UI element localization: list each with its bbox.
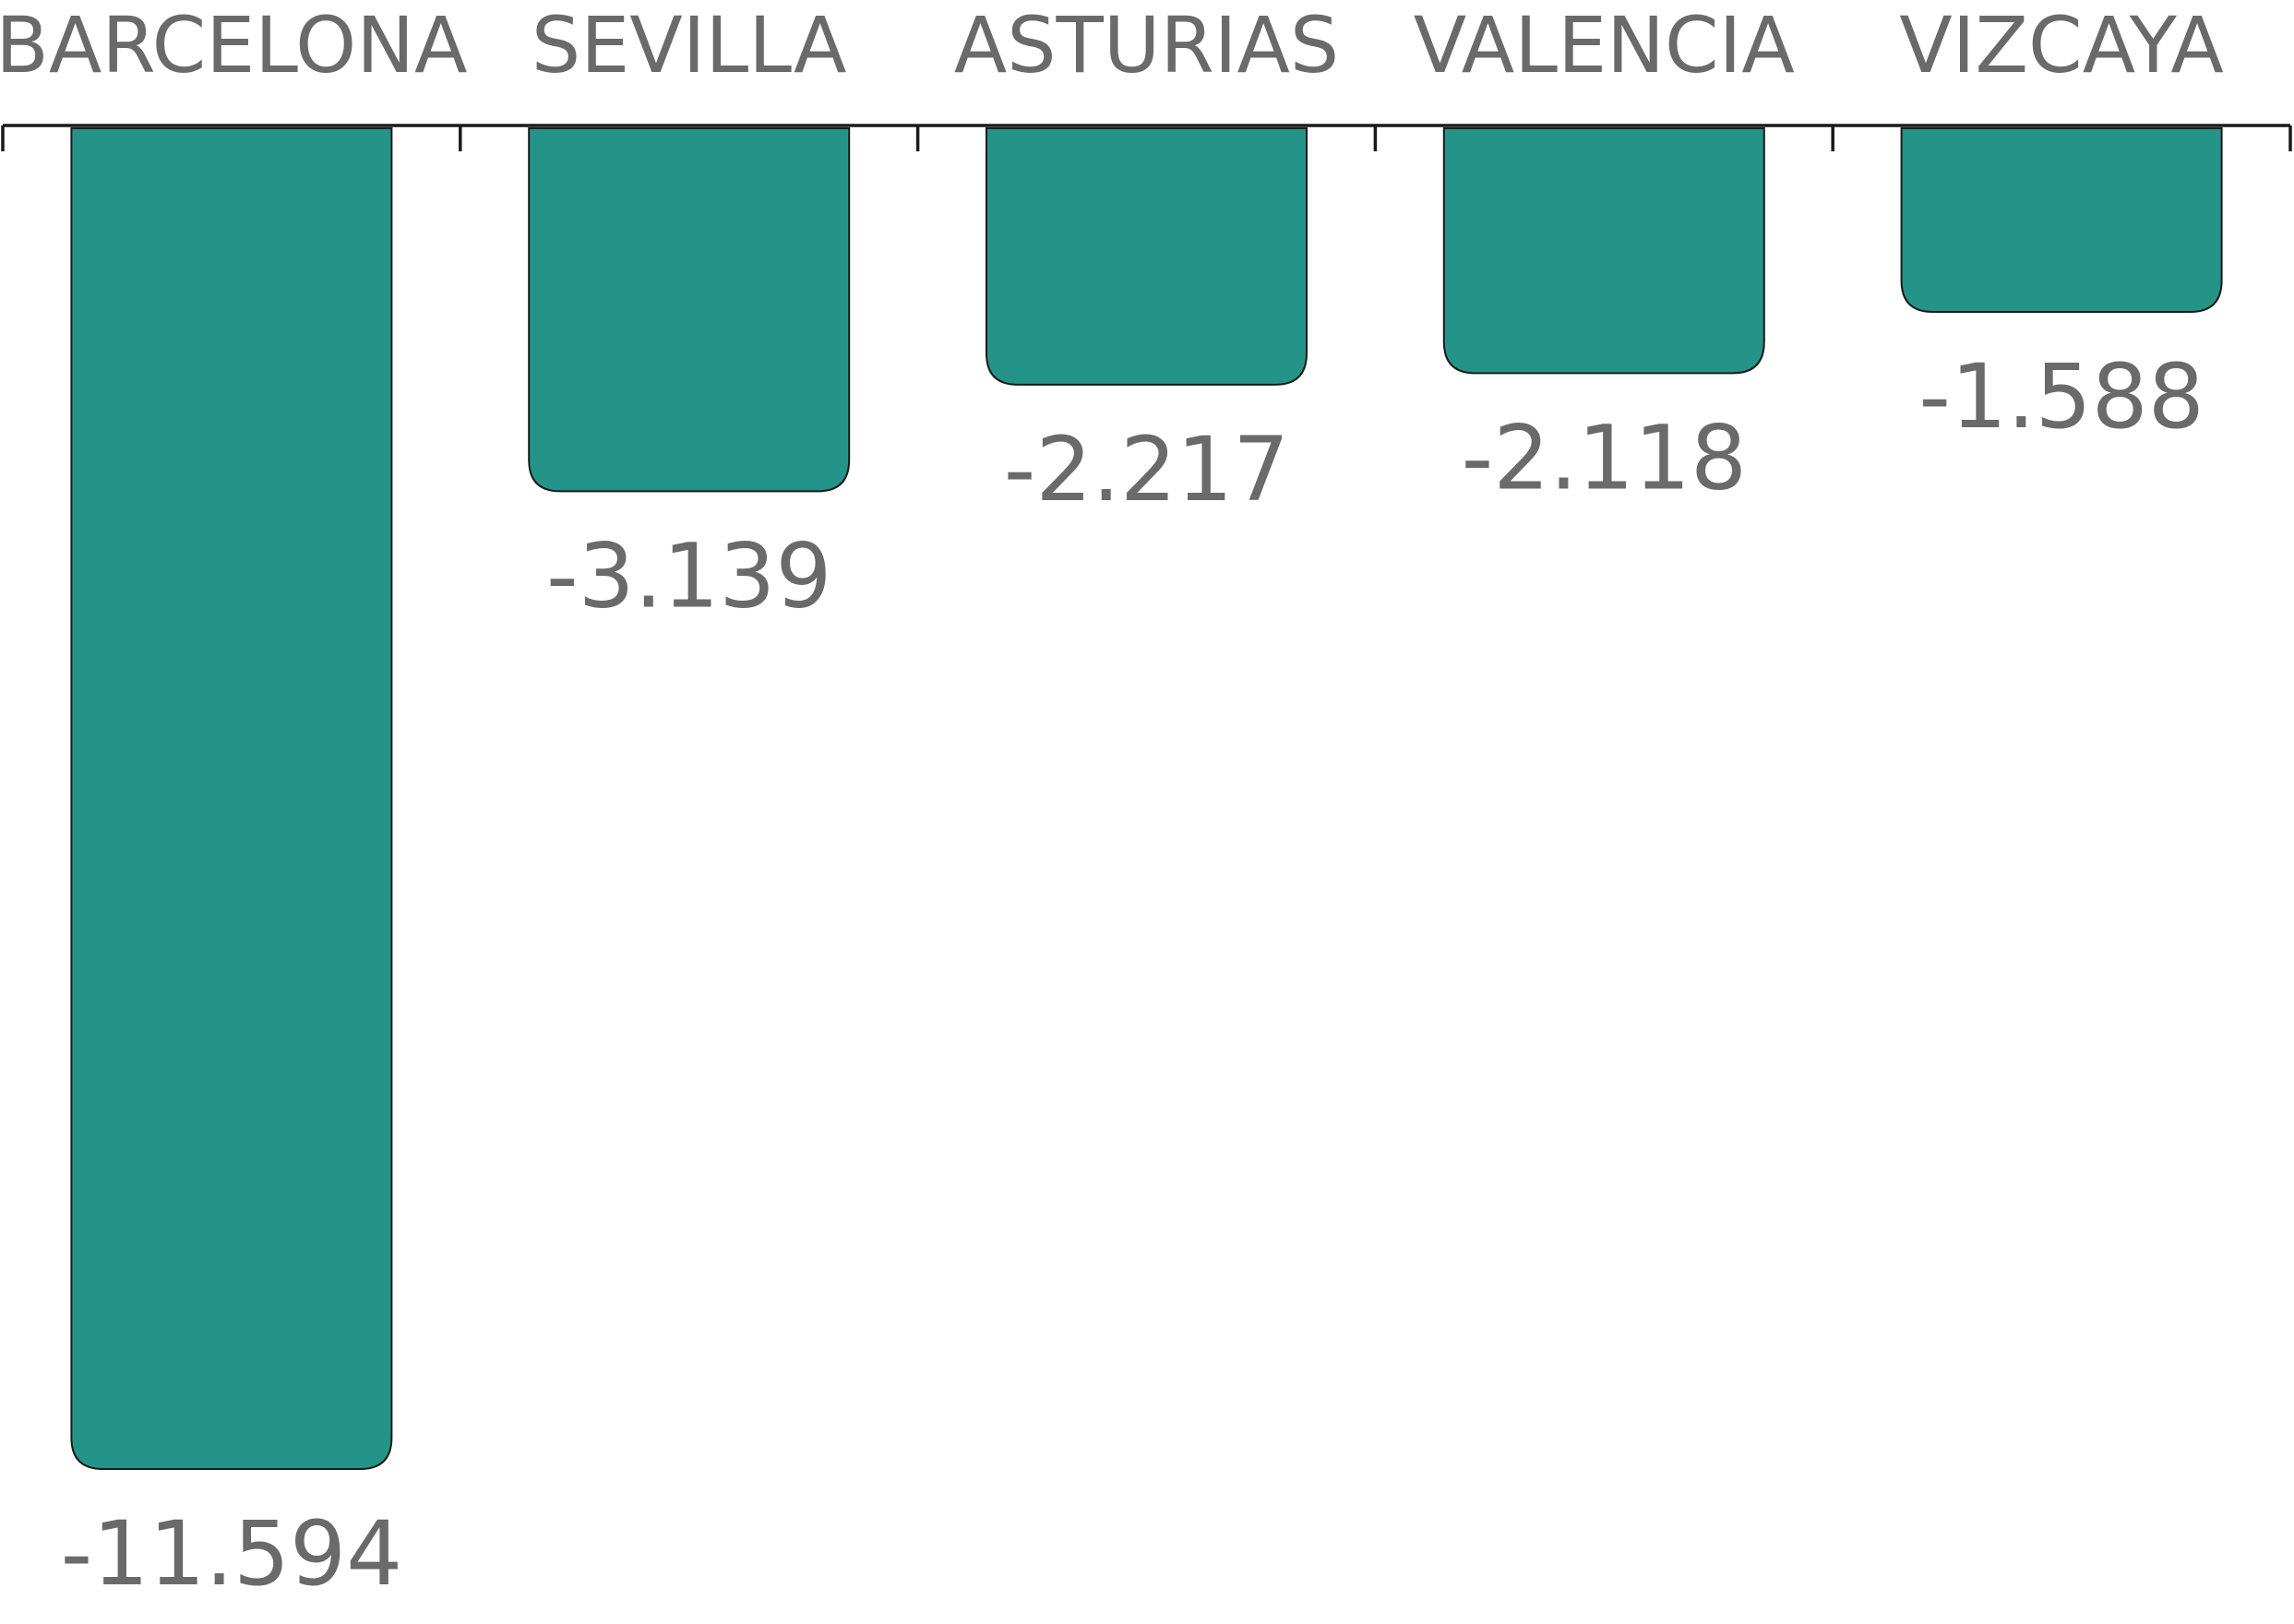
- value-label-sevilla: -3.139: [546, 524, 831, 627]
- bar-asturias: [986, 127, 1308, 386]
- value-label-asturias: -2.217: [1004, 418, 1289, 521]
- value-label-vizcaya: -1.588: [1918, 345, 2204, 448]
- category-axis: [1, 124, 2292, 151]
- bars: [70, 127, 2223, 1470]
- bar-valencia: [1442, 127, 1765, 375]
- category-label-sevilla: SEVILLA: [532, 0, 847, 90]
- value-labels: -11.594 -3.139 -2.217 -2.118 -1.588: [61, 345, 2204, 1606]
- bar-sevilla: [528, 127, 851, 493]
- category-label-barcelona: BARCELONA: [0, 0, 468, 90]
- value-label-valencia: -2.118: [1462, 406, 1747, 509]
- category-labels: BARCELONA SEVILLA ASTURIAS VALENCIA VIZCAYA: [0, 0, 2224, 90]
- category-label-valencia: VALENCIA: [1414, 0, 1795, 90]
- category-label-vizcaya: VIZCAYA: [1899, 0, 2224, 90]
- bar-vizcaya: [1900, 127, 2223, 314]
- category-label-asturias: ASTURIAS: [954, 0, 1340, 90]
- bar-barcelona: [70, 127, 393, 1470]
- value-label-barcelona: -11.594: [61, 1502, 403, 1606]
